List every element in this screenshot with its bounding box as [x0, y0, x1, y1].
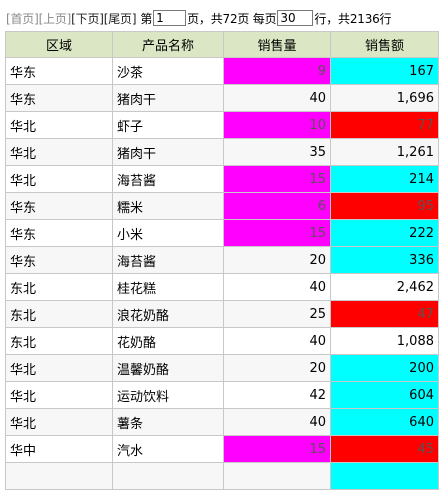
page-prefix-label: 第	[140, 11, 153, 26]
cell-amount: 167	[330, 57, 439, 85]
table-row: 华北 海苔酱 15 214	[5, 165, 439, 193]
table-row: 华北 薯条 40 640	[5, 408, 439, 436]
cell-region: 华北	[5, 165, 113, 193]
cell-product: 海苔酱	[112, 246, 224, 274]
cell-region: 华东	[5, 246, 113, 274]
cell-quantity: 40	[223, 84, 331, 112]
cell-amount: 604	[330, 381, 439, 409]
cell-quantity: 40	[223, 327, 331, 355]
cell-product: 浪花奶酪	[112, 300, 224, 328]
cell-product: 桂花糕	[112, 273, 224, 301]
cell-region: 华北	[5, 354, 113, 382]
cell-region: 东北	[5, 327, 113, 355]
table-row: 东北 花奶酪 40 1,088	[5, 327, 439, 355]
cell-region: 华中	[5, 435, 113, 463]
cell-region: 华北	[5, 408, 113, 436]
table-row: 华东 海苔酱 20 336	[5, 246, 439, 274]
table-row: 华东 小米 15 222	[5, 219, 439, 247]
table-row: 华北 运动饮料 42 604	[5, 381, 439, 409]
table-row: 华北 虾子 10 77	[5, 111, 439, 139]
table-header-row: 区域 产品名称 销售量 销售额	[5, 31, 439, 58]
sales-table: 区域 产品名称 销售量 销售额 华东 沙茶 9 167 华东 猪肉干 40 1,696 华北 虾子…	[5, 31, 439, 490]
next-page-link[interactable]: [下页]	[71, 11, 104, 26]
cell-product: 温馨奶酪	[112, 354, 224, 382]
table-row: 华东 沙茶 9 167	[5, 57, 439, 85]
first-page-link[interactable]: [首页]	[6, 11, 39, 26]
cell-quantity: 15	[223, 435, 331, 463]
cell-product: 海苔酱	[112, 165, 224, 193]
cell-amount: 222	[330, 219, 439, 247]
cell-amount	[330, 462, 439, 490]
table-row: 华北 猪肉干 35 1,261	[5, 138, 439, 166]
cell-region: 华北	[5, 138, 113, 166]
cell-quantity: 40	[223, 408, 331, 436]
cell-quantity: 25	[223, 300, 331, 328]
page-number-input[interactable]	[153, 10, 187, 26]
cell-region: 华东	[5, 219, 113, 247]
cell-amount: 2,462	[330, 273, 439, 301]
cell-product: 猪肉干	[112, 84, 224, 112]
cell-quantity: 40	[223, 273, 331, 301]
cell-quantity: 20	[223, 246, 331, 274]
cell-product: 沙茶	[112, 57, 224, 85]
cell-amount: 47	[330, 300, 439, 328]
prev-page-link[interactable]: [上页]	[38, 11, 72, 26]
cell-region: 东北	[5, 300, 113, 328]
cell-amount: 1,261	[330, 138, 439, 166]
last-page-link[interactable]: [尾页]	[103, 11, 137, 26]
cell-product: 汽水	[112, 435, 224, 463]
table-row: 华东 糯米 6 95	[5, 192, 439, 220]
header-region: 区域	[5, 31, 113, 58]
cell-quantity: 35	[223, 138, 331, 166]
cell-amount: 95	[330, 192, 439, 220]
cell-amount: 640	[330, 408, 439, 436]
cell-amount: 77	[330, 111, 439, 139]
cell-quantity	[223, 462, 331, 490]
cell-quantity: 9	[223, 57, 331, 85]
cell-product: 花奶酪	[112, 327, 224, 355]
table-row: 华中 汽水 15 45	[5, 435, 439, 463]
table-row: 华北 温馨奶酪 20 200	[5, 354, 439, 382]
cell-amount: 214	[330, 165, 439, 193]
row-total-label: 行，共2136行	[314, 11, 392, 26]
table-row: 华东 猪肉干 40 1,696	[5, 84, 439, 112]
cell-product: 运动饮料	[112, 381, 224, 409]
cell-amount: 1,088	[330, 327, 439, 355]
cell-region: 华东	[5, 192, 113, 220]
cell-product: 小米	[112, 219, 224, 247]
cell-quantity: 20	[223, 354, 331, 382]
cell-product: 糯米	[112, 192, 224, 220]
cell-region: 华北	[5, 111, 113, 139]
pagination-bar: [首页] [上页] [下页] [尾页] 第 页，共72页 每页 行，共2136行	[6, 8, 392, 28]
page-total-label: 页，共72页 每页	[187, 11, 277, 26]
cell-product: 猪肉干	[112, 138, 224, 166]
cell-quantity: 15	[223, 165, 331, 193]
cell-amount: 45	[330, 435, 439, 463]
cell-product: 薯条	[112, 408, 224, 436]
table-body: 华东 沙茶 9 167 华东 猪肉干 40 1,696 华北 虾子 10 77 华北 猪肉干 35 1,261…	[5, 57, 439, 490]
table-row: 东北 浪花奶酪 25 47	[5, 300, 439, 328]
header-amount: 销售额	[330, 31, 439, 58]
rows-per-page-input[interactable]	[277, 10, 314, 26]
cell-amount: 200	[330, 354, 439, 382]
cell-quantity: 42	[223, 381, 331, 409]
cell-region	[5, 462, 113, 490]
header-quantity: 销售量	[223, 31, 331, 58]
cell-amount: 1,696	[330, 84, 439, 112]
cell-quantity: 10	[223, 111, 331, 139]
cell-product: 虾子	[112, 111, 224, 139]
cell-quantity: 6	[223, 192, 331, 220]
cell-region: 华东	[5, 57, 113, 85]
cell-product	[112, 462, 224, 490]
header-product: 产品名称	[112, 31, 224, 58]
cell-region: 东北	[5, 273, 113, 301]
cell-amount: 336	[330, 246, 439, 274]
cell-quantity: 15	[223, 219, 331, 247]
table-row	[5, 462, 439, 490]
table-row: 东北 桂花糕 40 2,462	[5, 273, 439, 301]
cell-region: 华北	[5, 381, 113, 409]
cell-region: 华东	[5, 84, 113, 112]
